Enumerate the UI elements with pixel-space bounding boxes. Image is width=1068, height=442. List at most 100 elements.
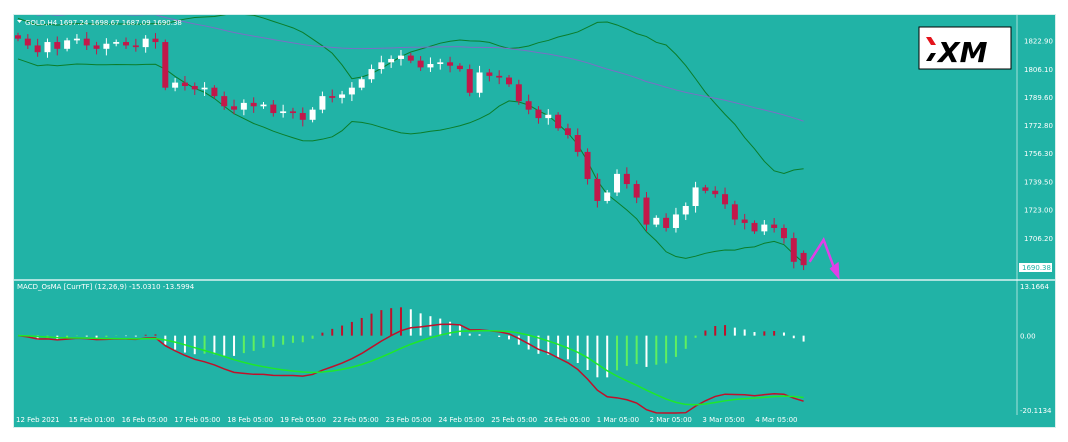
candle-body[interactable] (73, 38, 80, 41)
time-axis-label: 15 Feb 01:00 (69, 416, 115, 424)
candle-body[interactable] (260, 104, 267, 107)
candle-body[interactable] (771, 224, 778, 228)
candle-body[interactable] (103, 43, 110, 49)
candle-body[interactable] (319, 96, 326, 110)
candle-body[interactable] (191, 85, 198, 90)
candle-body[interactable] (64, 40, 71, 49)
candle-body[interactable] (780, 227, 787, 239)
candle-body[interactable] (790, 238, 797, 262)
candle-body[interactable] (201, 87, 208, 90)
candle-body[interactable] (614, 173, 621, 193)
candle-body[interactable] (309, 109, 316, 120)
moving-average-line (35, 15, 804, 122)
candle-body[interactable] (123, 42, 130, 46)
candle-body[interactable] (653, 217, 660, 225)
candle-body[interactable] (289, 111, 296, 114)
time-axis-label: 1 Mar 05:00 (597, 416, 639, 424)
candle-body[interactable] (44, 42, 51, 53)
chart-canvas[interactable]: 1822.90 1806.10 1789.60 1772.80 1756.30 1739.… (14, 15, 1055, 427)
candle-body[interactable] (761, 224, 768, 232)
candle-body[interactable] (574, 135, 581, 152)
time-axis-label: 17 Feb 05:00 (174, 416, 220, 424)
candle-body[interactable] (476, 72, 483, 93)
candle-body[interactable] (545, 114, 552, 119)
candlesticks[interactable] (15, 32, 807, 271)
candle-body[interactable] (142, 38, 149, 48)
candle-body[interactable] (731, 204, 738, 220)
candle-body[interactable] (221, 96, 228, 107)
candle-body[interactable] (594, 178, 601, 201)
candle-body[interactable] (486, 72, 493, 76)
candle-body[interactable] (397, 55, 404, 59)
candle-body[interactable] (329, 96, 336, 98)
candle-body[interactable] (162, 42, 169, 88)
candle-body[interactable] (132, 45, 139, 48)
candle-body[interactable] (437, 62, 444, 65)
candle-body[interactable] (231, 106, 238, 110)
candle-body[interactable] (692, 187, 699, 207)
moving-average (35, 15, 804, 122)
candle-body[interactable] (623, 173, 630, 185)
candle-body[interactable] (712, 190, 719, 195)
header-dropdown[interactable] (17, 20, 22, 23)
candle-body[interactable] (800, 252, 807, 266)
candle-body[interactable] (24, 38, 31, 46)
candle-body[interactable] (741, 219, 748, 223)
candle-body[interactable] (172, 82, 179, 88)
candle-body[interactable] (83, 38, 90, 46)
candle-body[interactable] (751, 222, 758, 232)
candle-body[interactable] (643, 197, 650, 225)
macd-panel[interactable] (17, 307, 805, 414)
candle-body[interactable] (181, 82, 188, 86)
triangle-down-icon[interactable] (17, 20, 22, 23)
candle-body[interactable] (358, 79, 365, 88)
candle-body[interactable] (427, 64, 434, 68)
xm-logo[interactable]: XM (918, 26, 1012, 70)
candle-body[interactable] (515, 84, 522, 102)
symbol-header: GOLD,H4 1697.24 1698.67 1687.09 1690.38 (25, 19, 182, 27)
candle-body[interactable] (339, 94, 346, 98)
candle-body[interactable] (113, 42, 120, 44)
candle-body[interactable] (682, 206, 689, 215)
candle-body[interactable] (280, 111, 287, 114)
candle-body[interactable] (270, 104, 277, 114)
candle-body[interactable] (299, 113, 306, 120)
candle-body[interactable] (378, 62, 385, 70)
candle-body[interactable] (348, 87, 355, 95)
candle-body[interactable] (240, 102, 247, 110)
candle-body[interactable] (535, 109, 542, 119)
candle-body[interactable] (407, 55, 414, 61)
candle-body[interactable] (368, 69, 375, 80)
macd-signal-line (17, 330, 804, 406)
candle-body[interactable] (633, 184, 640, 198)
candle-body[interactable] (702, 187, 709, 191)
candle-body[interactable] (447, 62, 454, 66)
candle-body[interactable] (584, 151, 591, 179)
chart-window[interactable]: 1822.90 1806.10 1789.60 1772.80 1756.30 1739.… (13, 14, 1056, 428)
candle-body[interactable] (93, 45, 100, 49)
candle-body[interactable] (564, 128, 571, 136)
candle-body[interactable] (604, 192, 611, 201)
candle-body[interactable] (250, 102, 257, 107)
candle-body[interactable] (388, 58, 395, 63)
candle-body[interactable] (54, 42, 61, 49)
candle-body[interactable] (555, 114, 562, 129)
time-axis-label: 2 Mar 05:00 (650, 416, 692, 424)
candle-body[interactable] (456, 65, 463, 70)
current-price-tag (1019, 263, 1052, 272)
candle-body[interactable] (417, 60, 424, 68)
candle-body[interactable] (722, 194, 729, 205)
candle-body[interactable] (663, 217, 670, 228)
zigzag-arrow-icon (808, 237, 840, 280)
projection-arrowhead (829, 261, 840, 280)
candle-body[interactable] (466, 69, 473, 93)
candle-body[interactable] (525, 101, 532, 110)
candle-body[interactable] (211, 87, 218, 97)
time-axis-label: 22 Feb 05:00 (333, 416, 379, 424)
candle-body[interactable] (15, 35, 21, 39)
candle-body[interactable] (672, 214, 679, 228)
candle-body[interactable] (152, 38, 159, 43)
candle-body[interactable] (506, 77, 512, 85)
candle-body[interactable] (34, 45, 41, 53)
candle-body[interactable] (496, 75, 503, 78)
